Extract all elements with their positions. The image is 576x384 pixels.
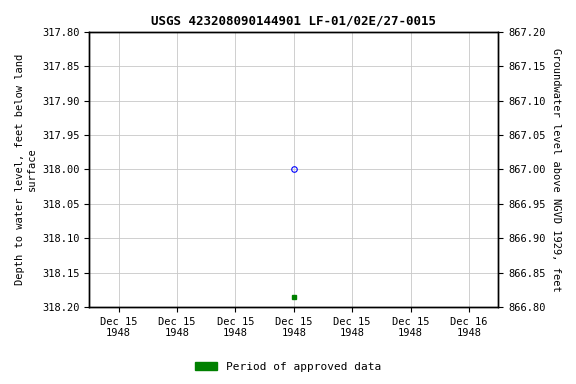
Y-axis label: Groundwater level above NGVD 1929, feet: Groundwater level above NGVD 1929, feet [551,48,561,291]
Title: USGS 423208090144901 LF-01/02E/27-0015: USGS 423208090144901 LF-01/02E/27-0015 [151,15,436,28]
Y-axis label: Depth to water level, feet below land
surface: Depth to water level, feet below land su… [15,54,37,285]
Legend: Period of approved data: Period of approved data [191,358,385,377]
